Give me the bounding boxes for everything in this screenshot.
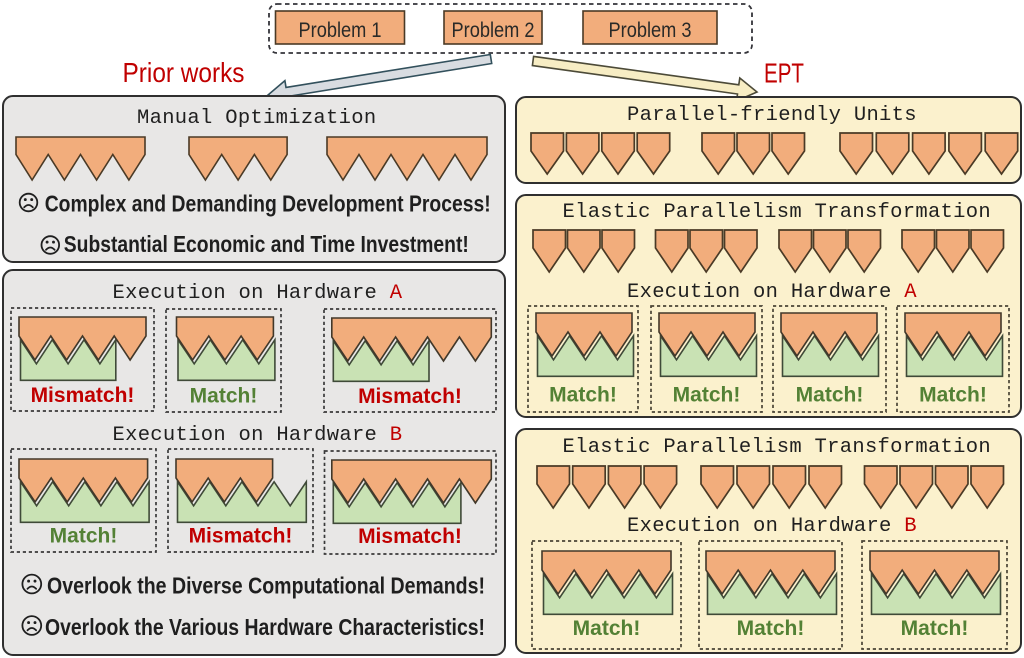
- svg-text:Execution on Hardware A: Execution on Hardware A: [627, 281, 917, 304]
- svg-text:Substantial Economic and Time: Substantial Economic and Time Investment…: [64, 231, 469, 257]
- svg-text:Match!: Match!: [573, 617, 641, 640]
- svg-text:Mismatch!: Mismatch!: [189, 525, 293, 548]
- svg-text:Execution on Hardware B: Execution on Hardware B: [627, 515, 917, 538]
- svg-text:Elastic Parallelism Transforma: Elastic Parallelism Transformation: [563, 201, 991, 224]
- svg-text:Manual Optimization: Manual Optimization: [137, 107, 376, 130]
- svg-text:Problem 3: Problem 3: [609, 19, 692, 42]
- svg-text:Execution on Hardware A: Execution on Hardware A: [113, 282, 403, 305]
- svg-text:Overlook the Diverse Computati: Overlook the Diverse Computational Deman…: [47, 573, 485, 599]
- svg-text:Match!: Match!: [549, 384, 617, 407]
- svg-text:Elastic Parallelism Transforma: Elastic Parallelism Transformation: [563, 436, 991, 459]
- svg-text:Execution on Hardware B: Execution on Hardware B: [113, 424, 403, 447]
- svg-text:Match!: Match!: [673, 384, 741, 407]
- svg-text:Match!: Match!: [737, 617, 805, 640]
- svg-text:Mismatch!: Mismatch!: [31, 384, 135, 407]
- svg-text:Match!: Match!: [50, 525, 118, 548]
- svg-text:Problem 1: Problem 1: [299, 19, 382, 42]
- svg-text:Match!: Match!: [919, 384, 987, 407]
- svg-text:Problem 2: Problem 2: [452, 19, 535, 42]
- svg-text:Parallel-friendly Units: Parallel-friendly Units: [627, 104, 917, 127]
- svg-text:Mismatch!: Mismatch!: [358, 525, 462, 548]
- svg-text:EPT: EPT: [764, 58, 804, 89]
- svg-text:Match!: Match!: [901, 617, 969, 640]
- svg-text:Overlook the Various Hardware: Overlook the Various Hardware Characteri…: [45, 614, 485, 640]
- svg-text:Match!: Match!: [796, 384, 864, 407]
- svg-text:Mismatch!: Mismatch!: [358, 385, 462, 408]
- svg-text:Prior works: Prior works: [123, 57, 245, 88]
- svg-text:Match!: Match!: [190, 385, 258, 408]
- svg-text:Complex and Demanding Developm: Complex and Demanding Development Proces…: [45, 191, 491, 217]
